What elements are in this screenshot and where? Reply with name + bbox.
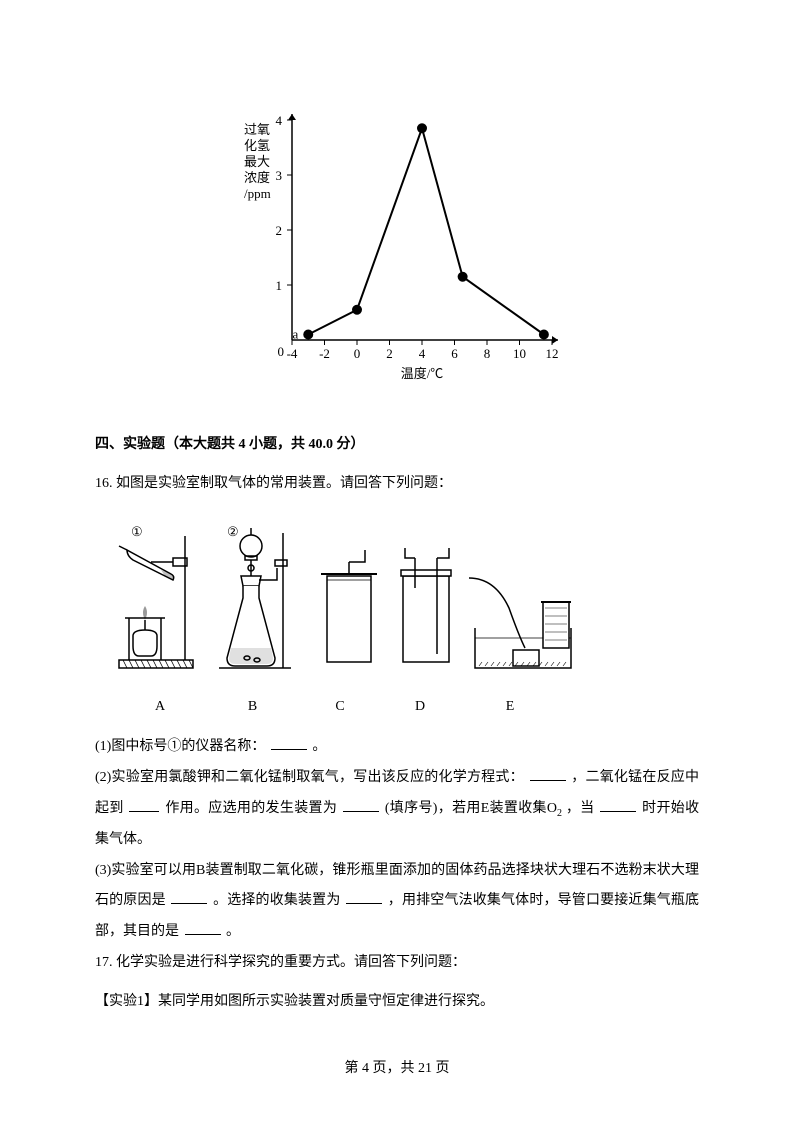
svg-text:4: 4	[276, 113, 283, 128]
svg-text:3: 3	[276, 168, 283, 183]
blank	[530, 767, 566, 781]
svg-text:最大: 最大	[244, 154, 270, 169]
apparatus-label-e: E	[460, 692, 560, 723]
svg-text:过氧: 过氧	[244, 122, 270, 137]
q16-intro-text: 如图是实验室制取气体的常用装置。请回答下列问题：	[116, 476, 452, 491]
svg-text:a: a	[292, 327, 298, 342]
q17-exp1: 【实验1】某同学用如图所示实验装置对质量守恒定律进行探究。	[95, 987, 699, 1018]
svg-text:8: 8	[484, 346, 491, 361]
svg-text:12: 12	[546, 346, 559, 361]
svg-text:/ppm: /ppm	[244, 186, 271, 201]
blank	[343, 798, 379, 812]
subscript-2: 2	[557, 808, 562, 819]
svg-text:-4: -4	[287, 346, 298, 361]
svg-text:浓度: 浓度	[244, 170, 270, 185]
q16-p2a: (2)实验室用氯酸钾和二氧化锰制取氧气，写出该反应的化学方程式：	[95, 770, 524, 785]
blank	[129, 798, 159, 812]
q17-intro: 17. 化学实验是进行科学探究的重要方式。请回答下列问题：	[95, 948, 699, 979]
svg-text:10: 10	[513, 346, 526, 361]
q16-intro: 16. 如图是实验室制取气体的常用装置。请回答下列问题：	[95, 469, 699, 500]
blank	[271, 736, 307, 750]
apparatus-label-c: C	[300, 692, 380, 723]
q16-part3: (3)实验室可以用B装置制取二氧化碳，锥形瓶里面添加的固体药品选择块状大理石不选…	[95, 856, 699, 948]
q16-p2e: ，当	[566, 801, 595, 816]
q16-p2d: (填序号)，若用E装置收集O	[385, 801, 557, 816]
blank	[171, 890, 207, 904]
svg-text:2: 2	[386, 346, 393, 361]
svg-text:-2: -2	[319, 346, 330, 361]
svg-text:②: ②	[227, 524, 239, 539]
svg-text:0: 0	[278, 344, 285, 359]
apparatus-label-a: A	[115, 692, 205, 723]
svg-text:①: ①	[131, 524, 143, 539]
svg-text:温度/℃: 温度/℃	[401, 366, 444, 381]
section-title: 四、实验题（本大题共 4 小题，共 40.0 分）	[95, 430, 699, 461]
apparatus-svg: ①②	[115, 518, 575, 688]
svg-text:化氢: 化氢	[244, 138, 270, 153]
q17-intro-text: 化学实验是进行科学探究的重要方式。请回答下列问题：	[116, 955, 466, 970]
svg-text:6: 6	[451, 346, 458, 361]
apparatus-labels: A B C D E	[115, 692, 575, 723]
svg-text:0: 0	[354, 346, 361, 361]
apparatus-diagram: ①②	[115, 518, 575, 688]
q16-part1: (1)图中标号①的仪器名称： 。	[95, 732, 699, 763]
blank	[185, 921, 221, 935]
blank	[346, 890, 382, 904]
q16-p3b: 。选择的收集装置为	[213, 893, 340, 908]
q16-p3d: 。	[226, 924, 240, 939]
apparatus-label-b: B	[205, 692, 300, 723]
blank	[600, 798, 636, 812]
page-footer: 第 4 页，共 21 页	[0, 1054, 794, 1085]
q16-p1-pre: (1)图中标号①的仪器名称：	[95, 739, 265, 754]
q16-p2c: 作用。应选用的发生装置为	[165, 801, 337, 816]
svg-text:4: 4	[419, 346, 426, 361]
q17-num: 17.	[95, 955, 113, 970]
chart-container: -4-202468101212340过氧化氢最大浓度/ppm温度/℃a	[232, 100, 562, 400]
q16-part2: (2)实验室用氯酸钾和二氧化锰制取氧气，写出该反应的化学方程式： ，二氧化锰在反…	[95, 763, 699, 855]
svg-text:2: 2	[276, 223, 283, 238]
q16-num: 16.	[95, 476, 113, 491]
q16-p1-post: 。	[312, 739, 326, 754]
svg-text:1: 1	[276, 278, 283, 293]
line-chart: -4-202468101212340过氧化氢最大浓度/ppm温度/℃a	[232, 100, 562, 400]
apparatus-label-d: D	[380, 692, 460, 723]
